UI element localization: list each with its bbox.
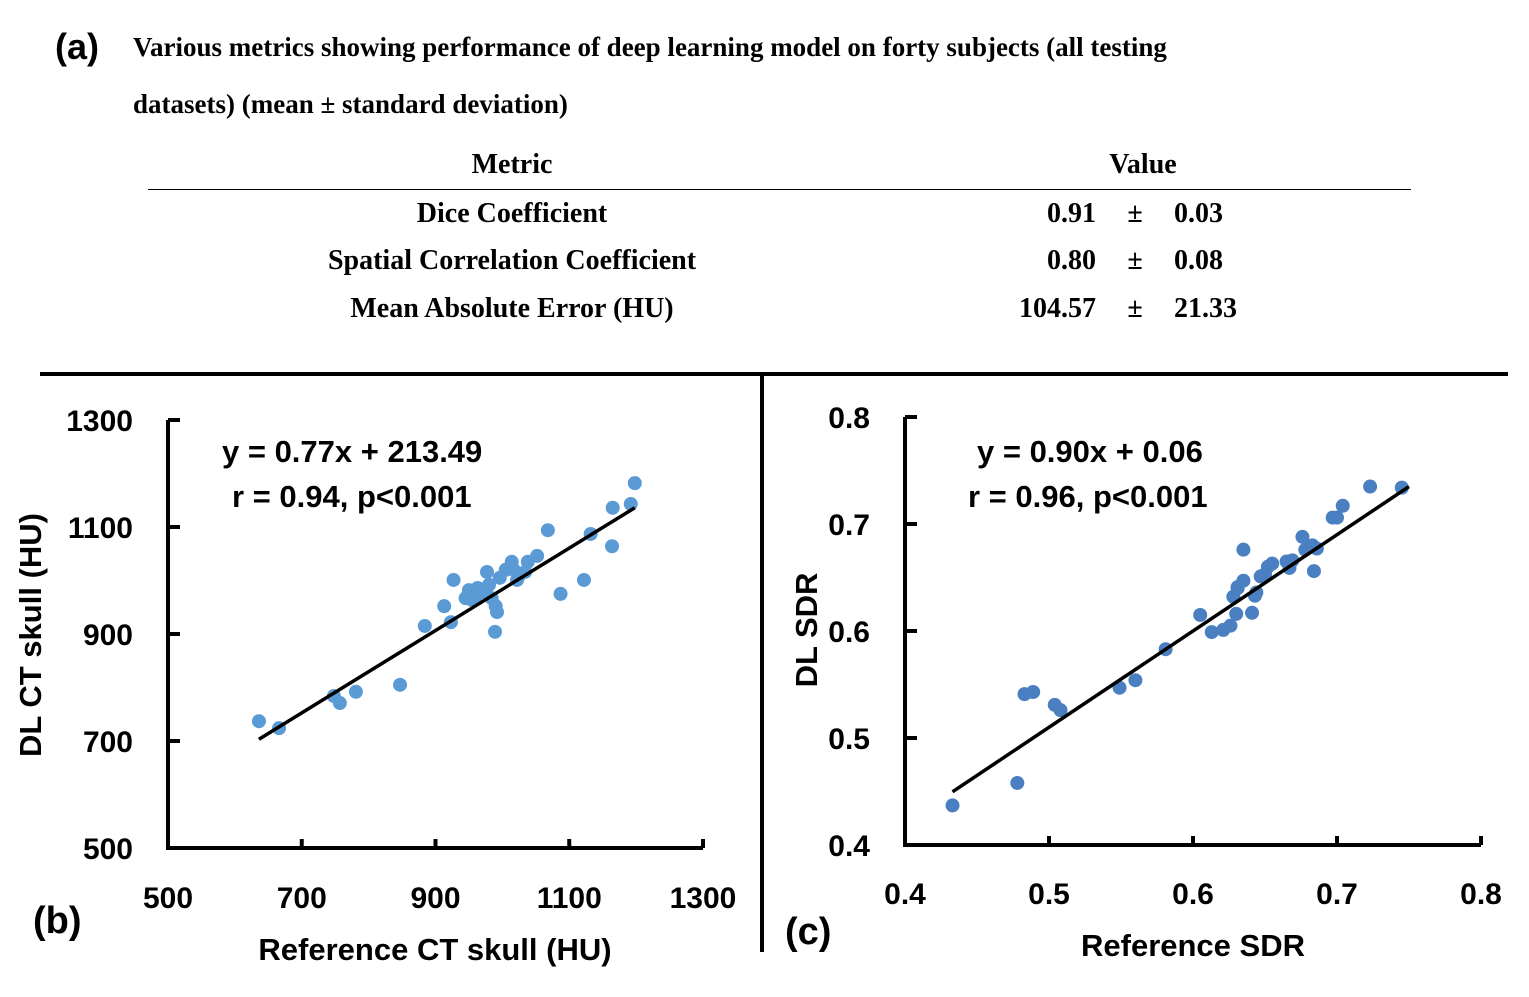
data-point [1229, 606, 1244, 621]
data-point [1204, 625, 1219, 640]
x-tick-label: 900 [410, 882, 460, 915]
x-tick-label: 0.6 [1172, 878, 1214, 911]
x-tick-label: 500 [143, 882, 193, 915]
data-point [1128, 673, 1143, 688]
value-mean-cell: 104.57 [1019, 293, 1096, 324]
data-point [464, 592, 479, 607]
y-tick-label: 0.5 [828, 723, 870, 756]
data-point [251, 714, 266, 729]
data-point [945, 798, 960, 813]
data-point [1363, 479, 1378, 494]
plus-minus-cell: ± [1127, 293, 1143, 324]
plus-minus-cell: ± [1127, 245, 1143, 276]
data-point [1335, 498, 1350, 513]
data-point [627, 476, 642, 491]
metric-cell: Spatial Correlation Coefficient [327, 245, 697, 276]
x-tick-label: 1100 [537, 882, 602, 915]
column-header-value: Value [1109, 149, 1177, 180]
chart-c: 0.4 0.5 0.6 0.7 0.8 0.4 0.5 0.6 0.7 0.8 y = 0.90x … [785, 402, 1502, 963]
x-axis-label: Reference SDR [1081, 928, 1305, 963]
regression-line [258, 506, 636, 741]
x-tick-label: 0.8 [1460, 878, 1502, 911]
data-point [1295, 529, 1310, 544]
plus-minus-cell: ± [1127, 198, 1143, 229]
regression-equation: y = 0.90x + 0.06 [977, 434, 1203, 469]
y-tick-label: 0.8 [828, 402, 870, 435]
data-point [1306, 564, 1321, 579]
y-tick-label: 0.6 [828, 616, 870, 649]
data-point [1236, 542, 1251, 557]
x-tick-label: 700 [277, 882, 327, 915]
value-sd-cell: 0.08 [1174, 245, 1223, 276]
data-point [417, 618, 432, 633]
value-mean-cell: 0.91 [1047, 198, 1096, 229]
value-sd-cell: 0.03 [1174, 198, 1223, 229]
data-point [332, 696, 347, 711]
y-tick-label: 0.4 [828, 830, 870, 863]
data-point [446, 572, 461, 587]
data-point [348, 684, 363, 699]
y-tick-label: 1300 [66, 405, 133, 438]
data-point [479, 564, 494, 579]
regression-line [951, 485, 1410, 794]
data-point [1330, 510, 1344, 525]
data-point [576, 572, 591, 587]
data-point [605, 539, 620, 554]
data-point [1265, 556, 1280, 571]
regression-equation: y = 0.77x + 213.49 [222, 434, 482, 469]
data-point [1223, 618, 1238, 633]
metric-cell: Dice Coefficient [416, 198, 608, 229]
x-tick-label: 0.4 [884, 878, 926, 911]
panel-label: (b) [33, 900, 82, 942]
y-tick-label: 1100 [68, 512, 133, 545]
x-tick-label: 1300 [670, 882, 737, 915]
data-point [1053, 703, 1068, 718]
value-mean-cell: 0.80 [1047, 245, 1096, 276]
data-point [488, 624, 503, 639]
metric-cell: Mean Absolute Error (HU) [350, 293, 674, 324]
chart-b: 500 700 900 1100 1300 500 700 900 1100 1300 y = 0.… [13, 405, 736, 967]
data-point [530, 548, 545, 563]
data-point [490, 605, 505, 620]
table-title-line1: Various metrics showing performance of d… [133, 32, 1167, 62]
data-point [1026, 684, 1041, 699]
table-title-line2: datasets) (mean ± standard deviation) [133, 89, 568, 119]
y-tick-label: 0.7 [828, 509, 870, 542]
panel-divider-vertical [760, 374, 764, 952]
data-point [553, 586, 568, 601]
y-tick-label: 700 [83, 726, 133, 759]
data-point [1236, 573, 1251, 588]
data-point [540, 523, 555, 538]
data-point [437, 599, 452, 614]
table-header-rule [148, 189, 1411, 190]
data-point [1193, 607, 1208, 622]
data-point [475, 585, 490, 600]
panel-a-label: (a) [55, 26, 99, 67]
panel-label: (c) [785, 911, 831, 953]
data-point [605, 500, 620, 515]
data-point [1245, 605, 1260, 620]
data-point [1010, 775, 1025, 790]
correlation-stats: r = 0.96, p<0.001 [968, 479, 1208, 514]
data-point [393, 677, 408, 692]
y-axis-label: DL CT skull (HU) [13, 513, 48, 757]
x-axis-label: Reference CT skull (HU) [258, 932, 611, 967]
y-tick-label: 900 [83, 619, 133, 652]
column-header-metric: Metric [471, 149, 553, 180]
y-tick-label: 500 [83, 833, 133, 866]
x-tick-label: 0.5 [1028, 878, 1070, 911]
panel-divider-horizontal [40, 372, 1508, 376]
x-tick-label: 0.7 [1316, 878, 1358, 911]
y-axis-label: DL SDR [789, 573, 824, 688]
value-sd-cell: 21.33 [1174, 293, 1237, 324]
correlation-stats: r = 0.94, p<0.001 [232, 479, 472, 514]
